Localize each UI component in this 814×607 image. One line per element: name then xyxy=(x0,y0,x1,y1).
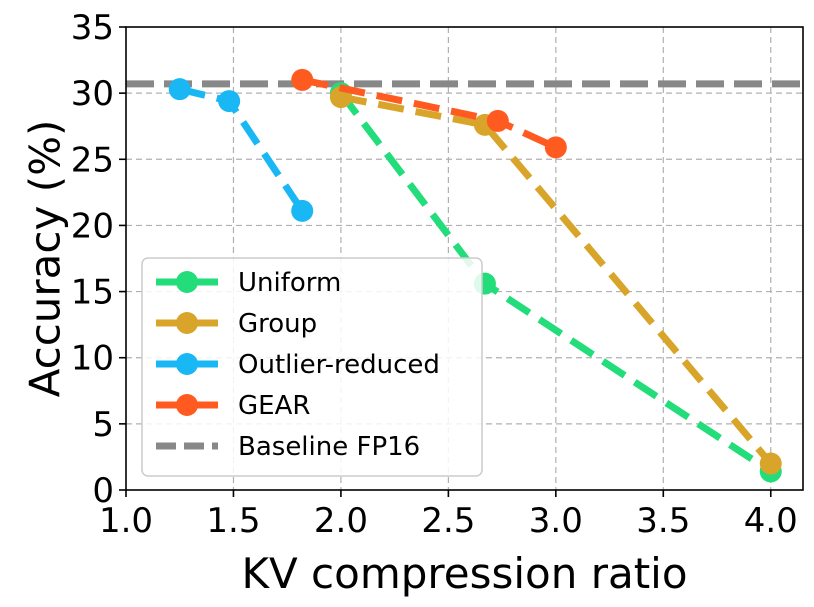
x-tick-label: 3.0 xyxy=(529,501,583,541)
ticks: 1.0 1.5 2.0 2.5 3.0 3.5 4.0 0 5 10 15 20 25 30 35 xyxy=(71,8,798,541)
y-tick-label: 0 xyxy=(92,471,114,511)
data-point xyxy=(291,68,314,91)
legend-swatch-marker xyxy=(176,353,198,375)
data-point xyxy=(544,136,567,159)
legend-swatch-marker xyxy=(176,394,198,416)
x-tick-label: 4.0 xyxy=(744,501,798,541)
y-tick-label: 35 xyxy=(71,8,114,48)
x-axis-title: KV compression ratio xyxy=(241,549,687,598)
series-line xyxy=(178,85,306,213)
y-tick-label: 10 xyxy=(71,339,114,379)
legend-swatch-marker xyxy=(176,271,198,293)
y-tick-label: 25 xyxy=(71,140,114,180)
data-point xyxy=(486,109,509,132)
legend-label: Group xyxy=(238,309,317,339)
y-axis-title: Accuracy (%) xyxy=(21,120,70,398)
series-outlier-reduced xyxy=(168,78,314,222)
x-tick-label: 2.5 xyxy=(421,501,475,541)
data-point xyxy=(759,452,782,475)
legend-box xyxy=(141,257,483,477)
y-tick-label: 20 xyxy=(71,206,114,246)
y-tick-label: 30 xyxy=(71,74,114,114)
legend-label: GEAR xyxy=(238,391,310,421)
data-point xyxy=(218,90,241,113)
legend-entry: Uniform xyxy=(156,268,341,298)
legend: Uniform Group Outlier-reduced GEAR Baseline … xyxy=(141,257,483,477)
legend-entry: Group xyxy=(156,309,317,339)
y-tick-label: 15 xyxy=(71,273,114,313)
plot-frame xyxy=(125,26,804,491)
legend-label: Baseline FP16 xyxy=(238,432,420,462)
legend-entry: GEAR xyxy=(156,391,310,421)
legend-label: Uniform xyxy=(238,268,341,298)
series-line xyxy=(340,93,774,466)
data-point xyxy=(168,78,191,101)
x-tick-label: 2.0 xyxy=(314,501,368,541)
x-tick-label: 1.5 xyxy=(206,501,260,541)
series-gear xyxy=(291,68,567,159)
legend-entry: Baseline FP16 xyxy=(156,432,420,462)
legend-label: Outlier-reduced xyxy=(238,350,440,380)
y-tick-label: 5 xyxy=(92,405,114,445)
x-tick-label: 3.5 xyxy=(636,501,690,541)
legend-swatch-marker xyxy=(176,312,198,334)
legend-entry: Outlier-reduced xyxy=(156,350,440,380)
x-tick-label: 1.0 xyxy=(99,501,153,541)
data-point xyxy=(291,199,314,222)
